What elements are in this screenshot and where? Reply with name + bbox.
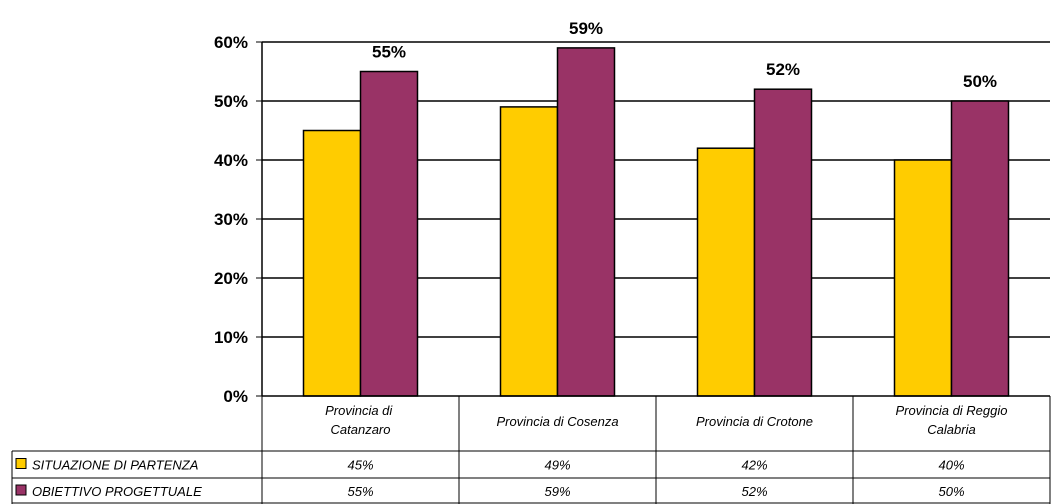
bar-obiettivo xyxy=(556,47,616,397)
y-tick-label: 50% xyxy=(214,92,248,111)
y-tick-label: 10% xyxy=(214,328,248,347)
table-cell: 42% xyxy=(741,458,767,473)
bar-situazione xyxy=(893,159,953,397)
y-axis-ticks: 0% 10% 20% 30% 40% 50% 60% xyxy=(214,33,248,406)
table-cell: 55% xyxy=(347,484,373,499)
data-label: 52% xyxy=(766,60,800,79)
table-cell: 59% xyxy=(544,484,570,499)
y-tick-label: 30% xyxy=(214,210,248,229)
y-tick-label: 40% xyxy=(214,151,248,170)
bar-situazione xyxy=(499,106,559,397)
table-cell: 50% xyxy=(938,484,964,499)
table-cell: 49% xyxy=(544,458,570,473)
data-labels: 55% 59% 52% 50% xyxy=(372,19,997,91)
category-label: Provincia di Cosenza xyxy=(496,414,618,429)
table-cell: 40% xyxy=(938,458,964,473)
y-tick-label: 20% xyxy=(214,269,248,288)
bar-obiettivo xyxy=(753,88,813,397)
table-cell: 45% xyxy=(347,458,373,473)
y-tick-label: 60% xyxy=(214,33,248,52)
y-tick-label: 0% xyxy=(223,387,248,406)
legend-key xyxy=(15,484,27,496)
category-label: Provincia di Catanzaro xyxy=(325,403,396,437)
bars xyxy=(302,47,1010,397)
series-name: OBIETTIVO PROGETTUALE xyxy=(32,484,202,499)
bar-situazione xyxy=(302,129,362,397)
category-label: Provincia di Reggio Calabria xyxy=(895,403,1007,437)
category-label: Provincia di Crotone xyxy=(696,414,813,429)
data-label: 59% xyxy=(569,19,603,38)
bar-obiettivo xyxy=(359,70,419,397)
series-name: SITUAZIONE DI PARTENZA xyxy=(32,458,198,473)
bar-obiettivo xyxy=(950,100,1010,397)
legend-key xyxy=(15,458,27,469)
table-cell: 52% xyxy=(741,484,767,499)
data-table: Provincia di Catanzaro Provincia di Cosen… xyxy=(11,396,1051,504)
bar-situazione xyxy=(696,147,756,397)
data-label: 55% xyxy=(372,43,406,62)
data-label: 50% xyxy=(963,72,997,91)
